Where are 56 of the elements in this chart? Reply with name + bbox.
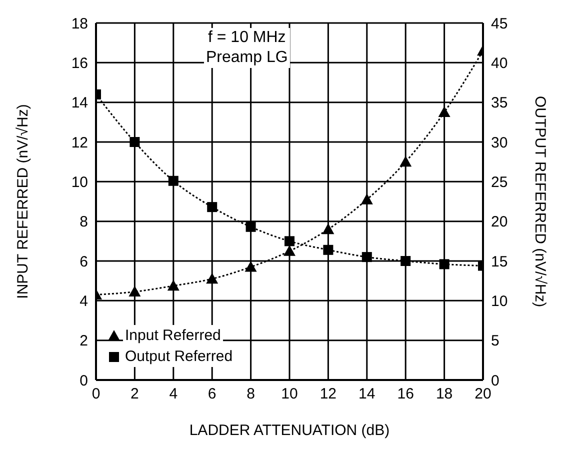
x-axis-title: LADDER ATTENUATION (dB) [189,422,390,439]
point [323,244,334,255]
y2-tick-label: 30 [491,134,508,152]
y2-tick-label: 25 [491,174,508,191]
x-tick-label: 10 [281,386,298,403]
y-tick-label: 0 [80,372,88,390]
point [362,252,372,262]
x-tick-label: 20 [474,386,492,403]
x-tick-label: 4 [169,386,178,403]
point [167,280,180,291]
point [246,222,256,232]
y2-tick-label: 5 [491,332,500,350]
x-tick-label: 8 [246,386,255,403]
x-tick-label: 14 [358,386,376,403]
x-tick-label: 2 [130,386,139,403]
y-tick-label: 10 [71,174,88,191]
point [360,194,373,204]
point [207,202,218,212]
annotation: f = 10 MHz [207,28,287,48]
y2-tick-label: 20 [491,214,508,231]
y2-tick-label: 45 [491,15,508,32]
point [322,223,334,234]
y-tick-label: 8 [80,214,88,231]
y2-tick-label: 15 [491,253,508,270]
y-tick-label: 18 [71,15,88,32]
point [439,259,450,270]
y2-tick-label: 35 [491,94,508,112]
point [284,236,294,246]
x-tick-label: 18 [436,386,453,403]
x-tick-label: 16 [397,386,414,403]
legend-label: Input Referred [123,325,223,346]
point [128,286,141,297]
annotation: Preamp LG [206,48,288,68]
y-tick-label: 2 [80,332,88,350]
y2-axis-title: OUTPUT REFERRED (nV/√Hz) [532,96,549,308]
y2-tick-label: 10 [491,292,508,310]
y2-tick-label: 40 [491,54,508,72]
y-tick-label: 16 [71,54,88,72]
point [130,137,140,147]
x-tick-label: 0 [92,386,100,403]
point [284,245,296,256]
y-tick-label: 4 [80,292,88,310]
y-axis-title: INPUT REFERRED (nV/√Hz) [14,104,32,299]
point [244,260,257,272]
legend-label: Output Referred [123,346,235,367]
y2-tick-label: 0 [491,372,500,390]
point [400,256,411,266]
x-tick-label: 6 [208,386,216,403]
x-tick-label: 12 [320,386,337,403]
y-tick-label: 12 [71,134,88,152]
y-tick-label: 6 [80,253,88,270]
point [438,106,450,118]
point [206,272,218,284]
y-tick-label: 14 [71,94,88,112]
point [400,156,412,167]
point [168,176,178,186]
